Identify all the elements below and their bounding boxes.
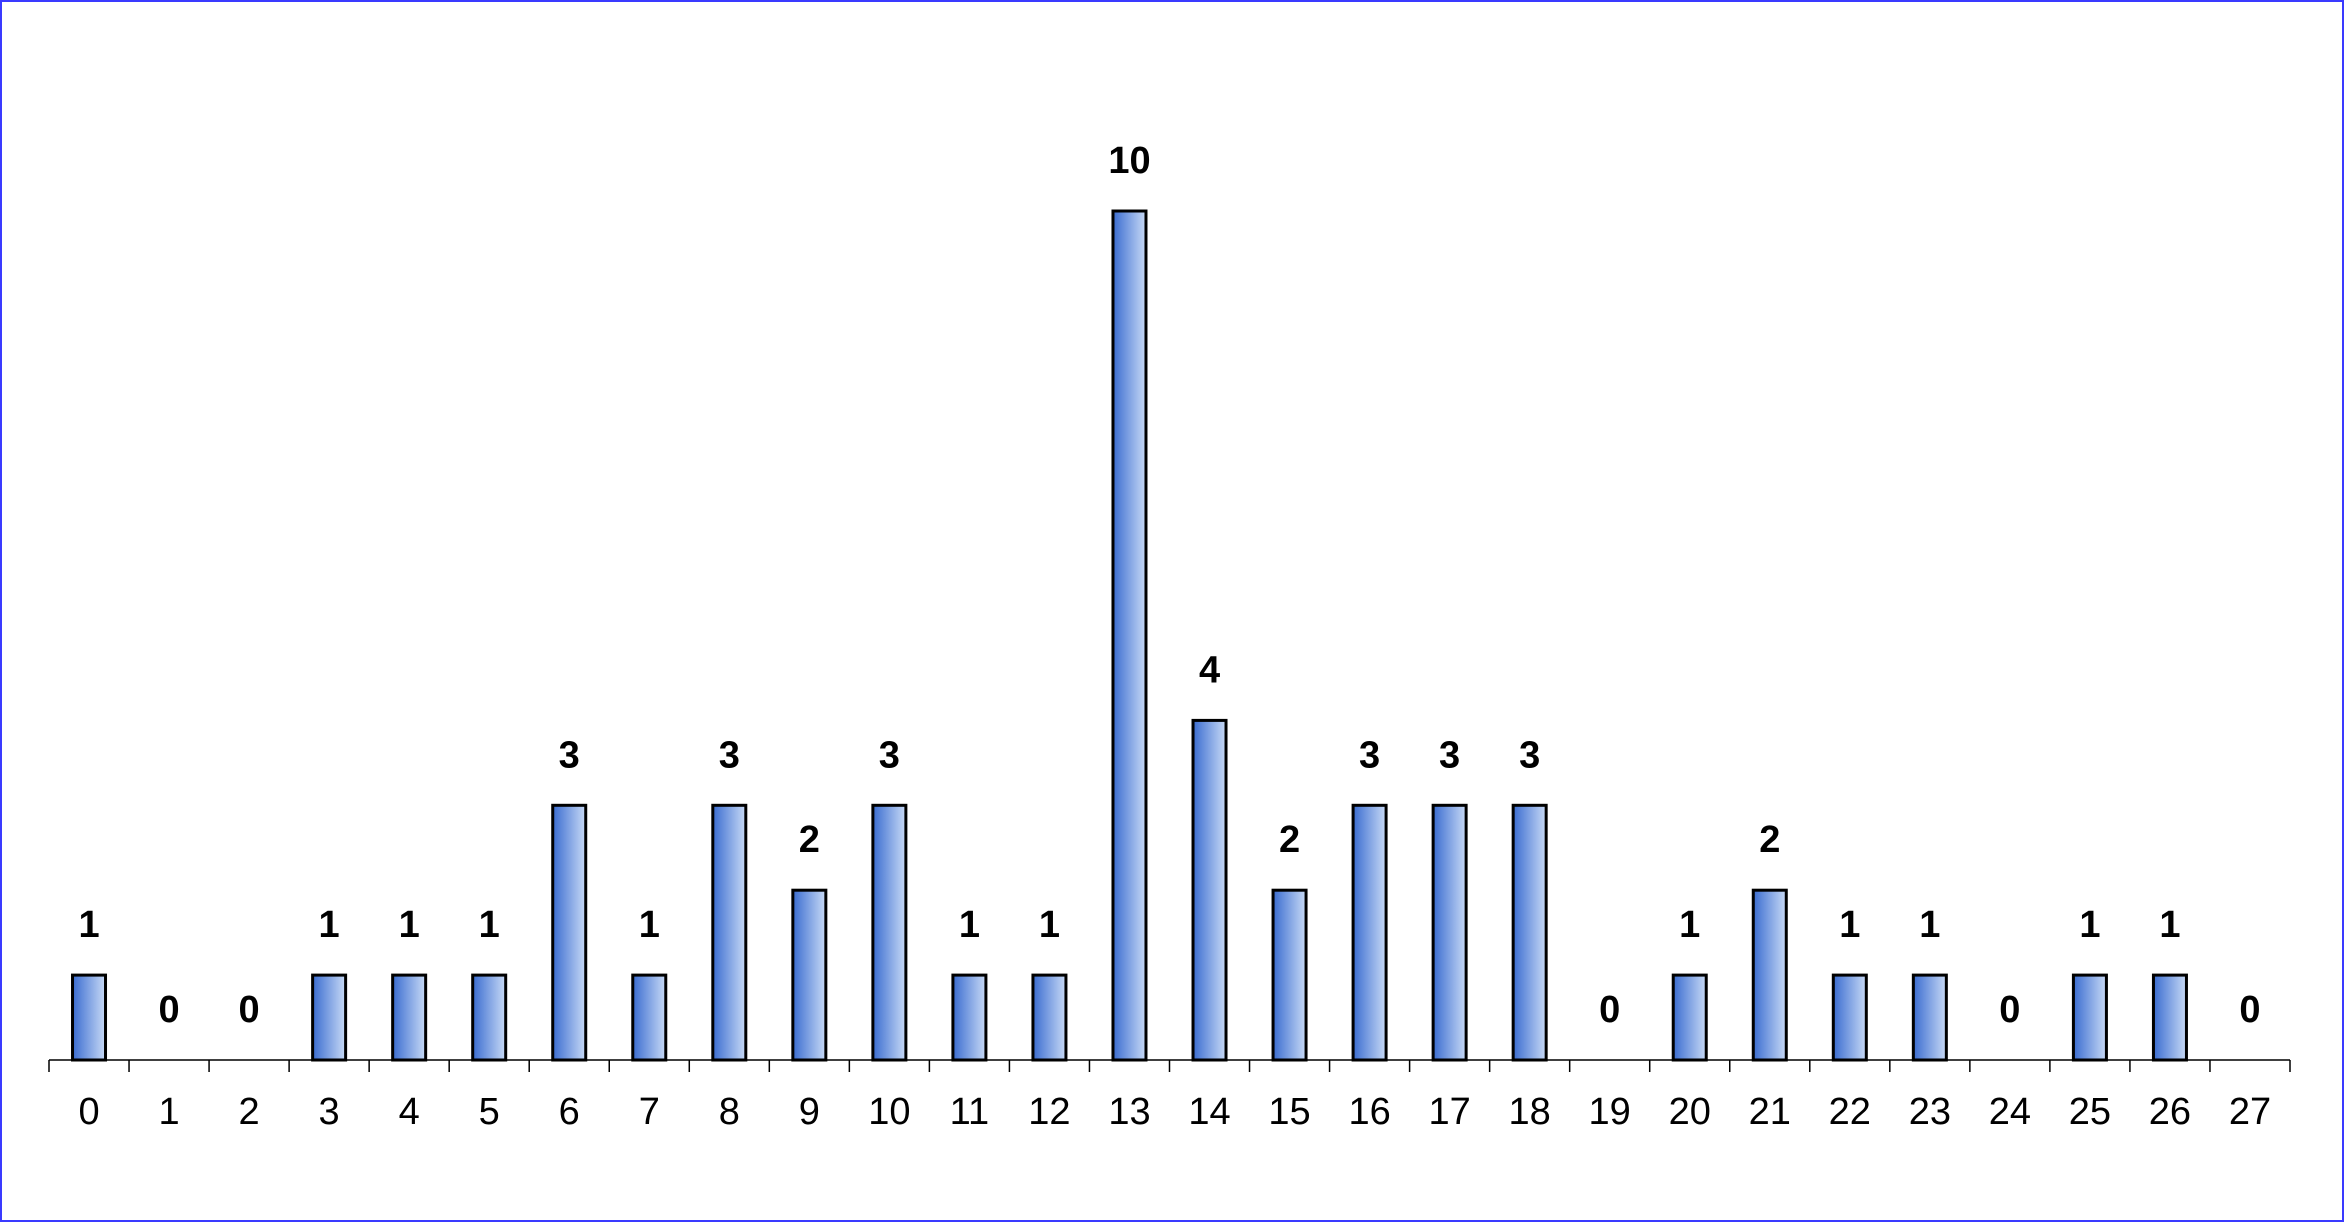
bar: [1111, 209, 1148, 1062]
value-label: 0: [1599, 989, 1620, 1031]
value-label: 0: [158, 989, 179, 1031]
x-tick-label: 24: [1989, 1091, 2031, 1133]
value-label: 3: [879, 734, 900, 776]
x-tick-label: 13: [1108, 1091, 1150, 1133]
value-label: 1: [2079, 904, 2100, 946]
value-label: 1: [479, 904, 500, 946]
value-label: 3: [1359, 734, 1380, 776]
value-label: 0: [1999, 989, 2020, 1031]
x-tick-label: 11: [950, 1091, 989, 1133]
value-label: 3: [559, 734, 580, 776]
bar: [1511, 803, 1548, 1062]
bar: [631, 973, 668, 1062]
x-tick-label: 26: [2149, 1091, 2191, 1133]
bar: [1671, 973, 1708, 1062]
x-tick-label: 5: [479, 1091, 500, 1133]
x-tick-label: 14: [1188, 1091, 1230, 1133]
x-tick-label: 23: [1909, 1091, 1951, 1133]
value-label: 1: [319, 904, 340, 946]
value-label: 1: [399, 904, 420, 946]
value-label: 4: [1199, 649, 1220, 691]
value-label: 2: [1279, 819, 1300, 861]
x-tick-label: 1: [158, 1091, 179, 1133]
bar: [711, 803, 748, 1062]
x-tick-label: 25: [2069, 1091, 2111, 1133]
x-tick-label: 9: [799, 1091, 820, 1133]
bar: [951, 973, 988, 1062]
x-tick-label: 3: [319, 1091, 340, 1133]
x-tick-label: 4: [399, 1091, 420, 1133]
bar: [1031, 973, 1068, 1062]
value-label: 1: [78, 904, 99, 946]
x-tick-label: 6: [559, 1091, 580, 1133]
bar: [1431, 803, 1468, 1062]
x-tick-label: 0: [78, 1091, 99, 1133]
bar: [2151, 973, 2188, 1062]
x-tick-label: 12: [1028, 1091, 1070, 1133]
bar: [1351, 803, 1388, 1062]
x-tick-label: 10: [868, 1091, 910, 1133]
value-label: 1: [1919, 904, 1940, 946]
value-label: 3: [1439, 734, 1460, 776]
bar: [2071, 973, 2108, 1062]
bar: [1751, 888, 1788, 1062]
x-tick-label: 15: [1268, 1091, 1310, 1133]
x-tick-label: 18: [1509, 1091, 1551, 1133]
bar: [71, 973, 108, 1062]
value-label: 1: [1679, 904, 1700, 946]
value-label: 1: [1039, 904, 1060, 946]
value-label: 1: [2159, 904, 2180, 946]
bar: [551, 803, 588, 1062]
value-label: 2: [1759, 819, 1780, 861]
value-label: 0: [2239, 989, 2260, 1031]
bar: [311, 973, 348, 1062]
x-tick-label: 21: [1749, 1091, 1791, 1133]
bar: [1191, 718, 1228, 1062]
bar: [1911, 973, 1948, 1062]
value-label: 10: [1108, 140, 1150, 182]
x-tick-label: 19: [1589, 1091, 1631, 1133]
bar: [471, 973, 508, 1062]
bar: [791, 888, 828, 1062]
value-label: 2: [799, 819, 820, 861]
x-tick-label: 7: [639, 1091, 660, 1133]
x-tick-label: 8: [719, 1091, 740, 1133]
value-label: 3: [1519, 734, 1540, 776]
value-label: 1: [639, 904, 660, 946]
value-label: 0: [239, 989, 260, 1031]
value-label: 1: [959, 904, 980, 946]
bar: [1831, 973, 1868, 1062]
bar: [391, 973, 428, 1062]
x-tick-label: 17: [1428, 1091, 1470, 1133]
value-label: 3: [719, 734, 740, 776]
x-tick-label: 16: [1348, 1091, 1390, 1133]
x-tick-label: 2: [239, 1091, 260, 1133]
x-tick-label: 27: [2229, 1091, 2271, 1133]
bar: [871, 803, 908, 1062]
value-label: 1: [1839, 904, 1860, 946]
x-tick-label: 22: [1829, 1091, 1871, 1133]
x-tick-label: 20: [1669, 1091, 1711, 1133]
bar: [1271, 888, 1308, 1062]
